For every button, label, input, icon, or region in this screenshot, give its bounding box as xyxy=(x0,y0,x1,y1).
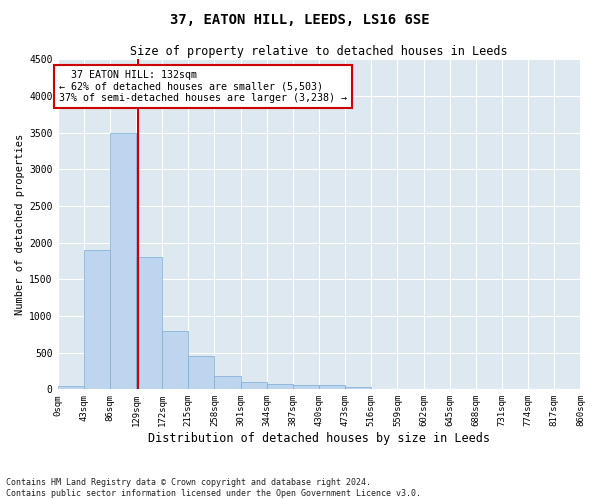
Text: 37, EATON HILL, LEEDS, LS16 6SE: 37, EATON HILL, LEEDS, LS16 6SE xyxy=(170,12,430,26)
Bar xyxy=(293,386,319,390)
Y-axis label: Number of detached properties: Number of detached properties xyxy=(15,134,25,315)
Text: Contains HM Land Registry data © Crown copyright and database right 2024.
Contai: Contains HM Land Registry data © Crown c… xyxy=(6,478,421,498)
Bar xyxy=(83,250,110,390)
Bar xyxy=(267,384,293,390)
Bar xyxy=(241,382,267,390)
Bar xyxy=(319,386,345,390)
Bar xyxy=(345,388,371,390)
Title: Size of property relative to detached houses in Leeds: Size of property relative to detached ho… xyxy=(130,45,508,58)
Text: 37 EATON HILL: 132sqm  
← 62% of detached houses are smaller (5,503)
37% of semi: 37 EATON HILL: 132sqm ← 62% of detached … xyxy=(59,70,347,103)
Bar xyxy=(188,356,214,390)
Bar xyxy=(371,388,397,390)
Bar xyxy=(110,132,136,390)
Bar xyxy=(214,376,241,390)
Bar xyxy=(136,258,162,390)
Bar xyxy=(58,386,83,390)
X-axis label: Distribution of detached houses by size in Leeds: Distribution of detached houses by size … xyxy=(148,432,490,445)
Bar xyxy=(162,330,188,390)
